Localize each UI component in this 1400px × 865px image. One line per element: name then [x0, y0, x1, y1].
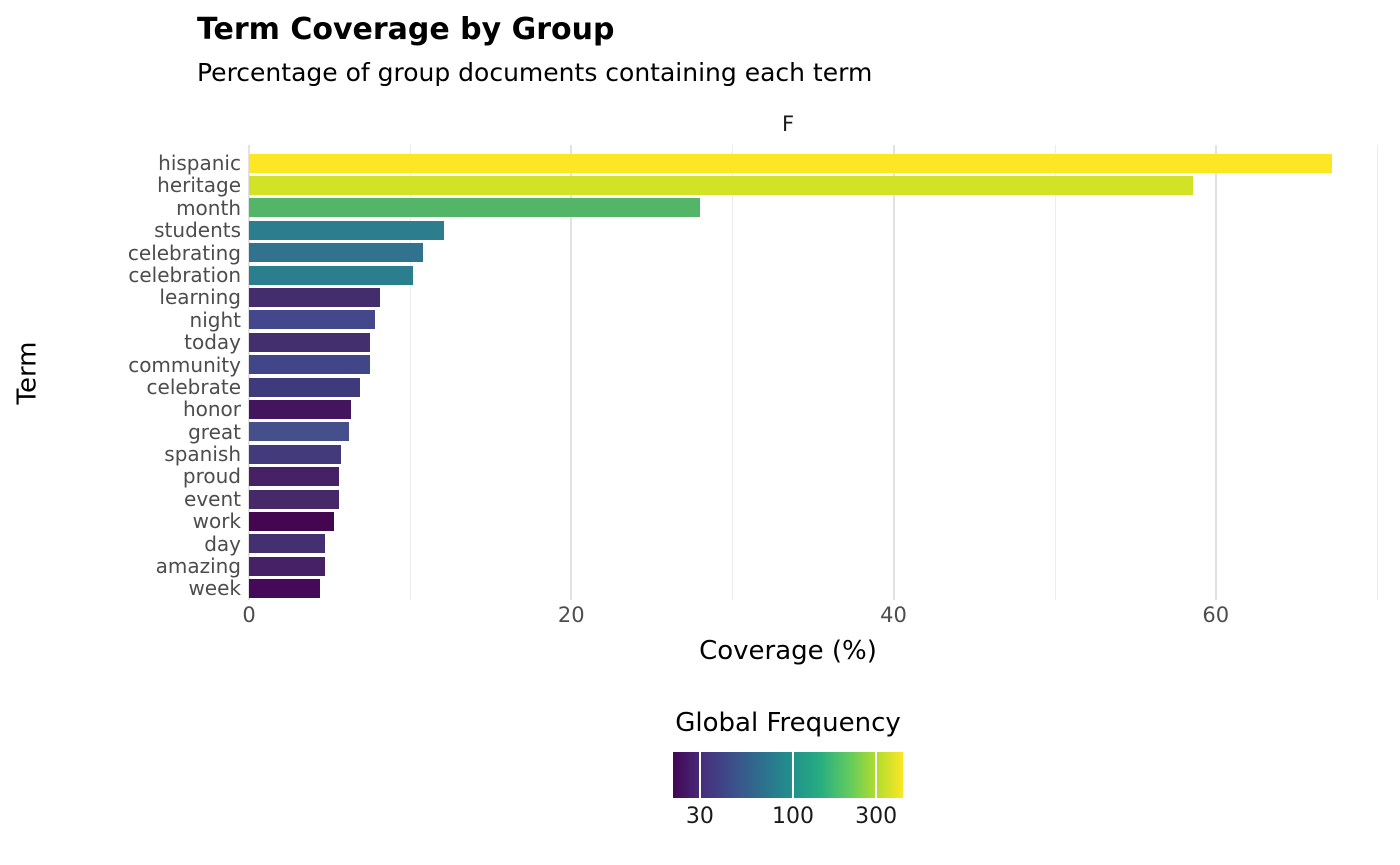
bar-celebrating [249, 243, 424, 263]
legend: Global Frequency 30 100 300 [249, 708, 1327, 848]
bar-row [249, 197, 1393, 219]
legend-tick-label: 100 [772, 804, 815, 829]
bar-spanish [249, 444, 341, 464]
legend-tick-label: 300 [855, 804, 898, 829]
y-axis-label: students [154, 218, 241, 243]
bar-row [249, 264, 1393, 286]
bar-row [249, 331, 1393, 353]
bar-row [249, 376, 1393, 398]
y-axis-label: work [192, 509, 241, 534]
legend-colorbar [673, 752, 903, 798]
bar-row [249, 309, 1393, 331]
gridline-major [1214, 145, 1217, 600]
gridline-minor [410, 145, 412, 600]
bar-honor [249, 399, 351, 419]
bar-row [249, 577, 1393, 599]
y-axis-label: hispanic [158, 151, 241, 175]
colorbar-tick [698, 752, 701, 798]
y-axis-label: proud [182, 464, 241, 489]
bar-day [249, 534, 325, 554]
gridline-minor [1376, 145, 1378, 600]
gridline-major [892, 145, 895, 600]
legend-tick-label: 30 [685, 804, 714, 829]
x-tick-label: 20 [557, 603, 585, 627]
bar-amazing [249, 556, 325, 576]
bar-row [249, 465, 1393, 487]
bar-celebration [249, 265, 414, 285]
bar-great [249, 422, 349, 442]
bar-night [249, 310, 375, 330]
bar-learning [249, 288, 380, 308]
plot-subtitle: Percentage of group documents containing… [197, 58, 873, 87]
x-axis-tick-labels: 0 20 40 60 [242, 603, 1393, 631]
y-axis-label: week [188, 576, 241, 601]
colorbar-tick [875, 752, 878, 798]
y-axis-label: today [184, 330, 241, 355]
bar-celebrate [249, 377, 361, 397]
bar-work [249, 511, 335, 531]
bar-row [249, 354, 1393, 376]
gridline-minor [1054, 145, 1056, 600]
y-axis-label: celebrating [127, 240, 241, 265]
y-axis-label: month [176, 195, 241, 220]
bar-row [249, 555, 1393, 577]
plot-title: Term Coverage by Group [197, 12, 615, 47]
y-axis-label: great [188, 419, 241, 444]
bar-row [249, 286, 1393, 308]
x-tick-label: 60 [1202, 603, 1230, 627]
facet-strip-label: F [781, 112, 795, 136]
y-axis-label: community [128, 352, 241, 377]
y-axis-label: heritage [157, 173, 241, 198]
y-axis-label: night [189, 307, 241, 332]
legend-title: Global Frequency [675, 708, 901, 738]
gridline-major [570, 145, 573, 600]
bars-layer [249, 145, 1393, 600]
bar-row [249, 152, 1393, 174]
legend-tick-labels: 30 100 300 [673, 804, 903, 832]
y-axis-label: learning [159, 285, 241, 310]
bar-row [249, 174, 1393, 196]
bar-row [249, 443, 1393, 465]
bar-row [249, 510, 1393, 532]
bar-row [249, 242, 1393, 264]
y-axis-label: amazing [155, 554, 241, 579]
bar-today [249, 332, 370, 352]
bar-row [249, 488, 1393, 510]
y-axis-label: honor [182, 397, 241, 422]
y-axis-label: event [184, 486, 241, 511]
x-tick-label: 40 [880, 603, 907, 627]
colorbar-tick [792, 752, 795, 798]
bar-hispanic [249, 153, 1332, 173]
gridline-minor [732, 145, 734, 600]
y-axis-label: celebration [128, 262, 241, 287]
bar-community [249, 355, 370, 375]
y-axis-label: celebrate [146, 374, 241, 399]
bar-row [249, 533, 1393, 555]
bar-event [249, 489, 340, 509]
x-axis-title: Coverage (%) [699, 636, 877, 666]
bar-heritage [249, 176, 1194, 196]
bar-month [249, 198, 701, 218]
bar-proud [249, 467, 340, 487]
bar-row [249, 219, 1393, 241]
y-axis-label: day [204, 531, 241, 556]
y-axis-labels: hispanic heritage month students celebrating… [0, 145, 241, 600]
bar-row [249, 421, 1393, 443]
bar-week [249, 579, 320, 599]
y-axis-label: spanish [164, 442, 241, 467]
plot-panel [248, 145, 1393, 600]
x-tick-label: 0 [242, 603, 256, 627]
bar-students [249, 220, 444, 240]
bar-row [249, 398, 1393, 420]
